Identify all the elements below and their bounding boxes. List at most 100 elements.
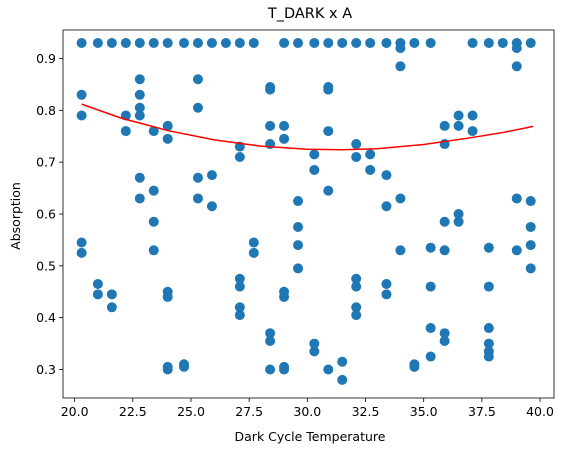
data-point (351, 302, 362, 313)
data-point (134, 110, 145, 121)
fit-line (81, 103, 534, 151)
data-point (279, 133, 290, 144)
data-point (439, 120, 450, 131)
data-point (409, 37, 420, 48)
x-tick-label: 35.0 (410, 404, 438, 419)
data-point (293, 196, 304, 207)
data-point (525, 240, 536, 251)
data-point (293, 37, 304, 48)
y-axis: 0.3 0.4 0.5 0.6 0.7 0.8 0.9 (36, 51, 63, 377)
y-tick-label: 0.3 (36, 362, 56, 377)
data-point (381, 37, 392, 48)
data-point (425, 323, 436, 334)
data-point (351, 281, 362, 292)
data-point (293, 240, 304, 251)
data-point (351, 273, 362, 284)
data-point (453, 216, 464, 227)
data-point (323, 84, 334, 95)
data-point (293, 263, 304, 274)
data-point (76, 237, 87, 248)
y-tick-label: 0.8 (36, 103, 56, 118)
data-point (395, 43, 406, 54)
data-point (309, 37, 320, 48)
data-point (76, 110, 87, 121)
y-tick-label: 0.4 (36, 310, 56, 325)
data-point (265, 120, 276, 131)
data-point (525, 221, 536, 232)
y-tick-label: 0.6 (36, 207, 56, 222)
data-point (92, 37, 103, 48)
data-point (309, 164, 320, 175)
data-point (483, 242, 494, 253)
data-point (92, 278, 103, 289)
data-point (293, 221, 304, 232)
data-point (381, 170, 392, 181)
x-axis: 20.0 22.5 25.0 27.5 30.0 32.5 35.0 37.5 40.0 (61, 398, 554, 419)
x-tick-label: 30.0 (293, 404, 321, 419)
data-point (248, 237, 259, 248)
data-point (439, 335, 450, 346)
y-tick-label: 0.7 (36, 155, 56, 170)
data-point (265, 364, 276, 375)
data-point (425, 37, 436, 48)
data-point (92, 289, 103, 300)
data-point (148, 37, 159, 48)
data-point (162, 37, 173, 48)
data-point (425, 351, 436, 362)
data-point (162, 120, 173, 131)
data-point (248, 247, 259, 258)
data-point (279, 291, 290, 302)
data-point (279, 37, 290, 48)
data-point (234, 281, 245, 292)
data-point (323, 185, 334, 196)
data-point (337, 356, 348, 367)
data-point (351, 139, 362, 150)
data-point (162, 133, 173, 144)
data-point (206, 37, 217, 48)
data-point (192, 102, 203, 113)
data-point (134, 172, 145, 183)
data-point (453, 120, 464, 131)
data-point (192, 172, 203, 183)
data-point (76, 37, 87, 48)
data-point (323, 126, 334, 137)
x-tick-label: 22.5 (119, 404, 147, 419)
data-point (234, 151, 245, 162)
data-point (120, 37, 131, 48)
data-point (148, 185, 159, 196)
x-tick-label: 32.5 (352, 404, 380, 419)
data-point (409, 361, 420, 372)
data-point (453, 110, 464, 121)
data-point (511, 61, 522, 72)
data-point (162, 291, 173, 302)
data-point (425, 242, 436, 253)
data-point (497, 37, 508, 48)
data-point (76, 89, 87, 100)
x-axis-label: Dark Cycle Temperature (235, 429, 386, 444)
data-point (439, 245, 450, 256)
data-point (234, 310, 245, 321)
x-tick-label: 37.5 (468, 404, 496, 419)
data-point (265, 335, 276, 346)
data-point (395, 245, 406, 256)
data-point (148, 216, 159, 227)
data-point (248, 37, 259, 48)
data-point (120, 126, 131, 137)
data-point (134, 193, 145, 204)
data-point (395, 61, 406, 72)
data-point (351, 37, 362, 48)
data-point (134, 37, 145, 48)
data-point (134, 74, 145, 85)
data-point (148, 245, 159, 256)
y-tick-label: 0.5 (36, 258, 56, 273)
y-axis-label: Absorption (8, 182, 23, 250)
data-point (192, 37, 203, 48)
x-tick-label: 40.0 (526, 404, 554, 419)
data-point (76, 247, 87, 258)
data-point (279, 364, 290, 375)
plot-area-frame (62, 29, 555, 399)
data-point (439, 216, 450, 227)
data-point (106, 302, 117, 313)
data-point (309, 338, 320, 349)
